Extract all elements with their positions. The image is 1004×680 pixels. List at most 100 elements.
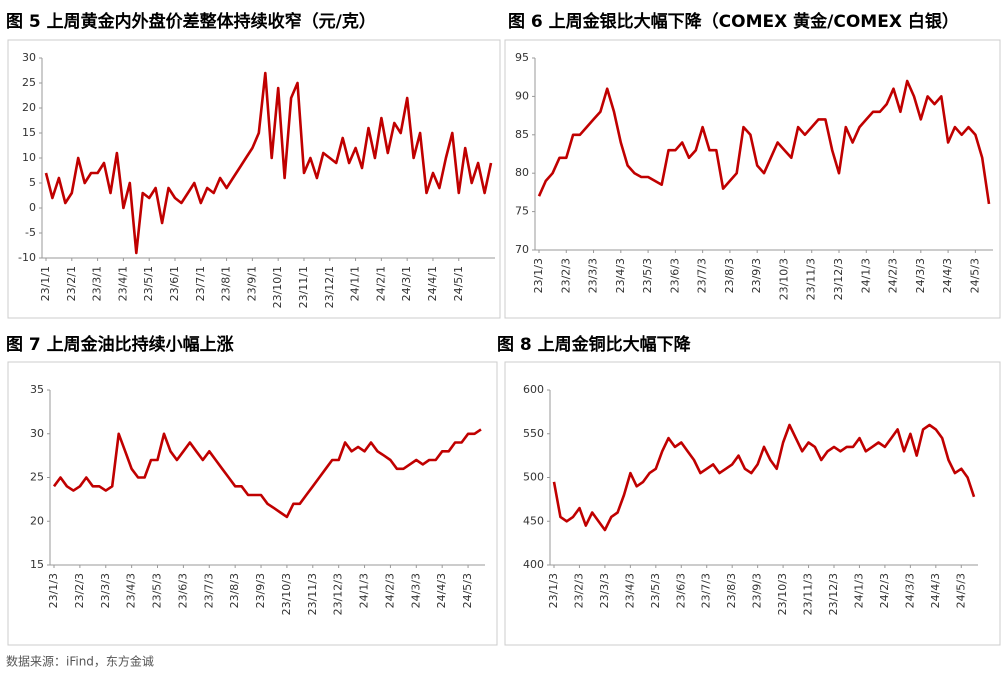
y-tick-label: 20 xyxy=(30,514,44,527)
y-tick-label: 80 xyxy=(515,166,529,179)
y-tick-label: 75 xyxy=(515,205,529,218)
x-tick-label: 23/12/3 xyxy=(332,573,345,615)
x-tick-label: 23/9/3 xyxy=(254,573,267,608)
chart-title: 图 7 上周金油比持续小幅上涨 xyxy=(6,334,234,355)
x-tick-label: 24/5/3 xyxy=(968,258,981,293)
x-tick-label: 23/5/3 xyxy=(649,573,662,608)
x-tick-label: 24/3/3 xyxy=(914,258,927,293)
y-tick-label: 30 xyxy=(30,427,44,440)
x-tick-label: 23/12/3 xyxy=(827,573,840,615)
data-line xyxy=(52,428,482,519)
x-tick-label: 23/2/3 xyxy=(572,573,585,608)
y-tick-label: 85 xyxy=(515,128,529,141)
y-tick-label: 550 xyxy=(523,427,544,440)
x-tick-label: 23/9/3 xyxy=(751,573,764,608)
y-tick-label: 0 xyxy=(29,201,36,214)
y-tick-label: 95 xyxy=(515,51,529,64)
x-tick-label: 23/6/3 xyxy=(668,258,681,293)
y-tick-label: 25 xyxy=(22,76,36,89)
x-tick-label: 23/5/1 xyxy=(142,266,155,301)
x-tick-label: 24/3/3 xyxy=(409,573,422,608)
x-tick-label: 24/3/3 xyxy=(903,573,916,608)
y-tick-label: 20 xyxy=(22,101,36,114)
x-tick-label: 24/1/3 xyxy=(859,258,872,293)
x-tick-label: 24/4/3 xyxy=(435,573,448,608)
x-tick-label: 23/4/1 xyxy=(116,266,129,301)
y-tick-label: -5 xyxy=(25,226,36,239)
x-tick-label: 23/4/3 xyxy=(125,573,138,608)
data-line xyxy=(44,71,493,255)
panel-frame xyxy=(7,39,501,319)
y-tick-label: 25 xyxy=(30,471,44,484)
x-tick-label: 23/8/3 xyxy=(725,573,738,608)
chart-title: 图 6 上周金银比大幅下降（COMEX 黄金/COMEX 白银） xyxy=(508,11,959,32)
x-tick-label: 23/2/3 xyxy=(559,258,572,293)
x-tick-label: 23/5/3 xyxy=(641,258,654,293)
x-tick-label: 23/3/3 xyxy=(598,573,611,608)
x-tick-label: 23/6/3 xyxy=(176,573,189,608)
y-tick-label: 500 xyxy=(523,471,544,484)
x-tick-label: 23/2/1 xyxy=(65,266,78,301)
x-tick-label: 24/5/1 xyxy=(452,266,465,301)
chart-title: 图 8 上周金铜比大幅下降 xyxy=(497,334,692,355)
y-tick-label: 5 xyxy=(29,176,36,189)
chart-title: 图 5 上周黄金内外盘价差整体持续收窄（元/克） xyxy=(6,11,376,32)
x-tick-label: 23/10/3 xyxy=(777,258,790,300)
y-tick-label: 600 xyxy=(523,383,544,396)
source-note: 数据来源：iFind，东方金诚 xyxy=(6,654,154,669)
x-tick-label: 23/10/3 xyxy=(776,573,789,615)
x-tick-label: 23/1/3 xyxy=(547,573,560,608)
x-tick-label: 23/4/3 xyxy=(623,573,636,608)
data-line xyxy=(552,423,976,532)
x-tick-label: 23/12/3 xyxy=(832,258,845,300)
x-tick-label: 23/1/1 xyxy=(39,266,52,301)
panel-frame xyxy=(7,361,498,646)
y-tick-label: 400 xyxy=(523,558,544,571)
y-tick-label: -10 xyxy=(18,251,36,264)
x-tick-label: 23/11/3 xyxy=(802,573,815,615)
y-tick-label: 90 xyxy=(515,89,529,102)
y-tick-label: 30 xyxy=(22,51,36,64)
x-tick-label: 23/5/3 xyxy=(151,573,164,608)
x-tick-label: 24/1/3 xyxy=(358,573,371,608)
y-tick-label: 15 xyxy=(30,558,44,571)
x-tick-label: 23/4/3 xyxy=(614,258,627,293)
x-tick-label: 24/5/3 xyxy=(954,573,967,608)
x-tick-label: 23/11/3 xyxy=(306,573,319,615)
x-tick-label: 23/3/3 xyxy=(587,258,600,293)
x-tick-label: 24/1/3 xyxy=(852,573,865,608)
x-tick-label: 23/10/1 xyxy=(271,266,284,308)
x-tick-label: 23/7/1 xyxy=(194,266,207,301)
y-tick-label: 15 xyxy=(22,126,36,139)
data-line xyxy=(537,79,991,205)
x-tick-label: 24/4/1 xyxy=(426,266,439,301)
panel-frame xyxy=(504,39,1001,319)
x-tick-label: 24/2/1 xyxy=(374,266,387,301)
x-tick-label: 23/9/3 xyxy=(750,258,763,293)
x-tick-label: 23/11/3 xyxy=(805,258,818,300)
x-tick-label: 24/5/3 xyxy=(461,573,474,608)
x-tick-label: 23/9/1 xyxy=(245,266,258,301)
x-tick-label: 24/4/3 xyxy=(941,258,954,293)
x-tick-label: 23/10/3 xyxy=(280,573,293,615)
x-tick-label: 23/1/3 xyxy=(47,573,60,608)
x-tick-label: 23/8/1 xyxy=(220,266,233,301)
x-tick-label: 23/3/1 xyxy=(91,266,104,301)
y-tick-label: 10 xyxy=(22,151,36,164)
y-tick-label: 35 xyxy=(30,383,44,396)
x-tick-label: 24/2/3 xyxy=(383,573,396,608)
x-tick-label: 23/1/3 xyxy=(532,258,545,293)
y-tick-label: 450 xyxy=(523,514,544,527)
x-tick-label: 24/4/3 xyxy=(929,573,942,608)
x-tick-label: 23/3/3 xyxy=(99,573,112,608)
x-tick-label: 23/8/3 xyxy=(228,573,241,608)
x-tick-label: 23/7/3 xyxy=(700,573,713,608)
x-tick-label: 23/11/1 xyxy=(297,266,310,308)
x-tick-label: 24/2/3 xyxy=(878,573,891,608)
y-tick-label: 70 xyxy=(515,243,529,256)
x-tick-label: 23/6/1 xyxy=(168,266,181,301)
x-tick-label: 23/12/1 xyxy=(323,266,336,308)
x-tick-label: 24/1/1 xyxy=(349,266,362,301)
x-tick-label: 23/2/3 xyxy=(73,573,86,608)
